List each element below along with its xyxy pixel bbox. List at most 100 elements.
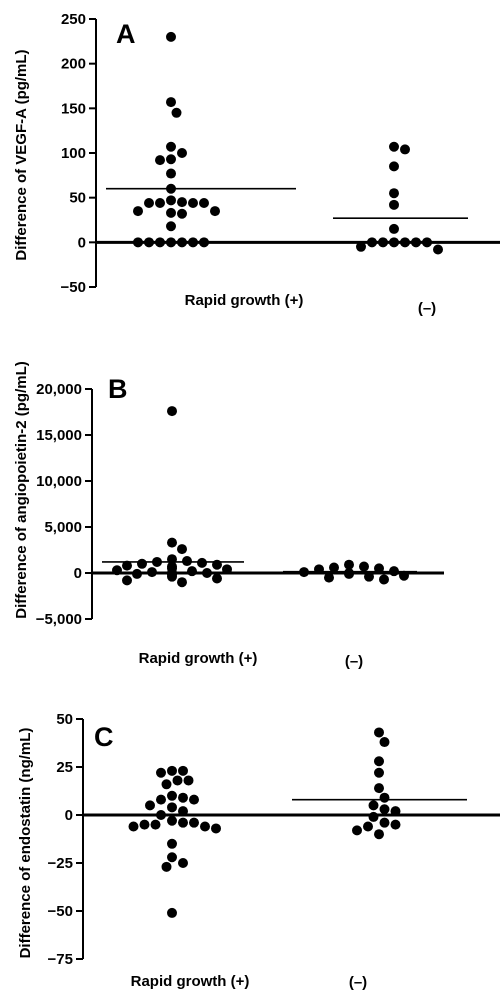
- data-point: [177, 544, 187, 555]
- data-point: [166, 207, 176, 218]
- data-point: [178, 806, 188, 817]
- data-point: [411, 237, 421, 248]
- panel-c-category-label-rapid-growth: Rapid growth (+): [131, 973, 250, 990]
- panel-a: A Difference of VEGF-A (pg/mL) Rapid gro…: [13, 11, 500, 317]
- data-point: [167, 838, 177, 849]
- panel-b-category-label-rapid-growth: Rapid growth (+): [139, 650, 258, 667]
- data-point: [379, 792, 390, 803]
- data-point: [389, 199, 399, 210]
- y-tick-label: 20,000: [36, 381, 82, 398]
- data-point: [177, 237, 187, 248]
- data-point: [374, 756, 384, 767]
- data-point: [363, 821, 373, 832]
- data-point: [374, 727, 384, 738]
- data-point: [378, 237, 388, 248]
- data-point: [167, 852, 177, 863]
- data-point: [155, 237, 165, 248]
- panel-c-category-label-negative: (–): [349, 974, 367, 991]
- data-point: [161, 861, 172, 872]
- data-point: [167, 790, 177, 801]
- data-point: [166, 221, 176, 232]
- data-point: [166, 195, 176, 206]
- data-point: [178, 792, 188, 803]
- y-tick-label: 25: [56, 759, 73, 776]
- data-point: [122, 560, 132, 571]
- data-point: [166, 97, 176, 108]
- data-point: [139, 819, 150, 830]
- data-point: [128, 821, 139, 832]
- data-point: [161, 779, 172, 790]
- data-point: [364, 571, 374, 582]
- data-point: [199, 237, 209, 248]
- data-point: [368, 811, 379, 822]
- panel-b-y-axis-label: Difference of angiopoietin-2 (pg/mL): [13, 361, 30, 619]
- data-point: [167, 815, 177, 826]
- data-point: [167, 571, 177, 582]
- data-point: [199, 198, 209, 209]
- y-tick-label: 200: [61, 56, 86, 73]
- y-tick-label: 250: [61, 11, 86, 28]
- data-point: [171, 107, 182, 118]
- data-point: [182, 556, 192, 567]
- data-point: [167, 537, 177, 548]
- data-point: [344, 568, 354, 579]
- data-point: [211, 823, 221, 834]
- panel-b-letter: B: [108, 374, 128, 404]
- data-point: [137, 558, 147, 569]
- data-point: [167, 765, 177, 776]
- data-point: [155, 198, 165, 209]
- panel-a-letter: A: [116, 19, 136, 49]
- data-point: [133, 237, 143, 248]
- data-point: [197, 557, 207, 568]
- data-point: [374, 783, 384, 794]
- data-point: [399, 570, 409, 581]
- data-point: [379, 737, 390, 748]
- data-point: [368, 800, 379, 811]
- data-point: [177, 197, 187, 208]
- data-point: [189, 794, 199, 805]
- panel-b: B Difference of angiopoietin-2 (pg/mL) R…: [13, 361, 444, 670]
- data-point: [166, 31, 176, 42]
- data-point: [166, 154, 176, 165]
- data-point: [379, 817, 390, 828]
- data-point: [177, 577, 187, 588]
- data-point: [183, 775, 194, 786]
- y-tick-label: −25: [48, 855, 73, 872]
- data-point: [390, 806, 401, 817]
- data-point: [156, 794, 166, 805]
- data-point: [390, 819, 401, 830]
- data-point: [178, 817, 188, 828]
- data-point: [433, 244, 443, 255]
- y-tick-label: 150: [61, 100, 86, 117]
- panel-b-category-label-negative: (–): [345, 653, 363, 670]
- data-point: [156, 767, 166, 778]
- data-point: [367, 237, 377, 248]
- data-point: [389, 141, 399, 152]
- data-point: [202, 568, 212, 578]
- data-point: [222, 564, 232, 575]
- y-tick-label: 5,000: [44, 519, 82, 536]
- data-point: [167, 907, 177, 918]
- data-point: [379, 804, 390, 815]
- data-point: [400, 237, 410, 248]
- data-point: [177, 148, 187, 158]
- data-point: [166, 237, 176, 248]
- y-tick-label: −5,000: [36, 611, 82, 628]
- y-tick-label: 0: [78, 234, 86, 251]
- data-point: [329, 562, 339, 573]
- data-point: [167, 406, 177, 417]
- panel-a-category-label-rapid-growth: Rapid growth (+): [185, 292, 304, 309]
- data-point: [187, 566, 197, 577]
- panel-a-category-label-negative: (–): [418, 300, 436, 317]
- data-point: [389, 223, 399, 234]
- data-point: [155, 155, 165, 166]
- data-point: [389, 161, 399, 172]
- data-point: [112, 565, 122, 576]
- y-tick-label: 0: [65, 807, 73, 824]
- panel-a-y-axis-label: Difference of VEGF-A (pg/mL): [13, 49, 30, 260]
- panel-c-y-axis-label: Difference of endostatin (ng/mL): [17, 728, 34, 959]
- data-point: [314, 564, 324, 575]
- y-tick-label: 0: [74, 565, 82, 582]
- data-point: [144, 237, 154, 248]
- data-point: [200, 821, 210, 832]
